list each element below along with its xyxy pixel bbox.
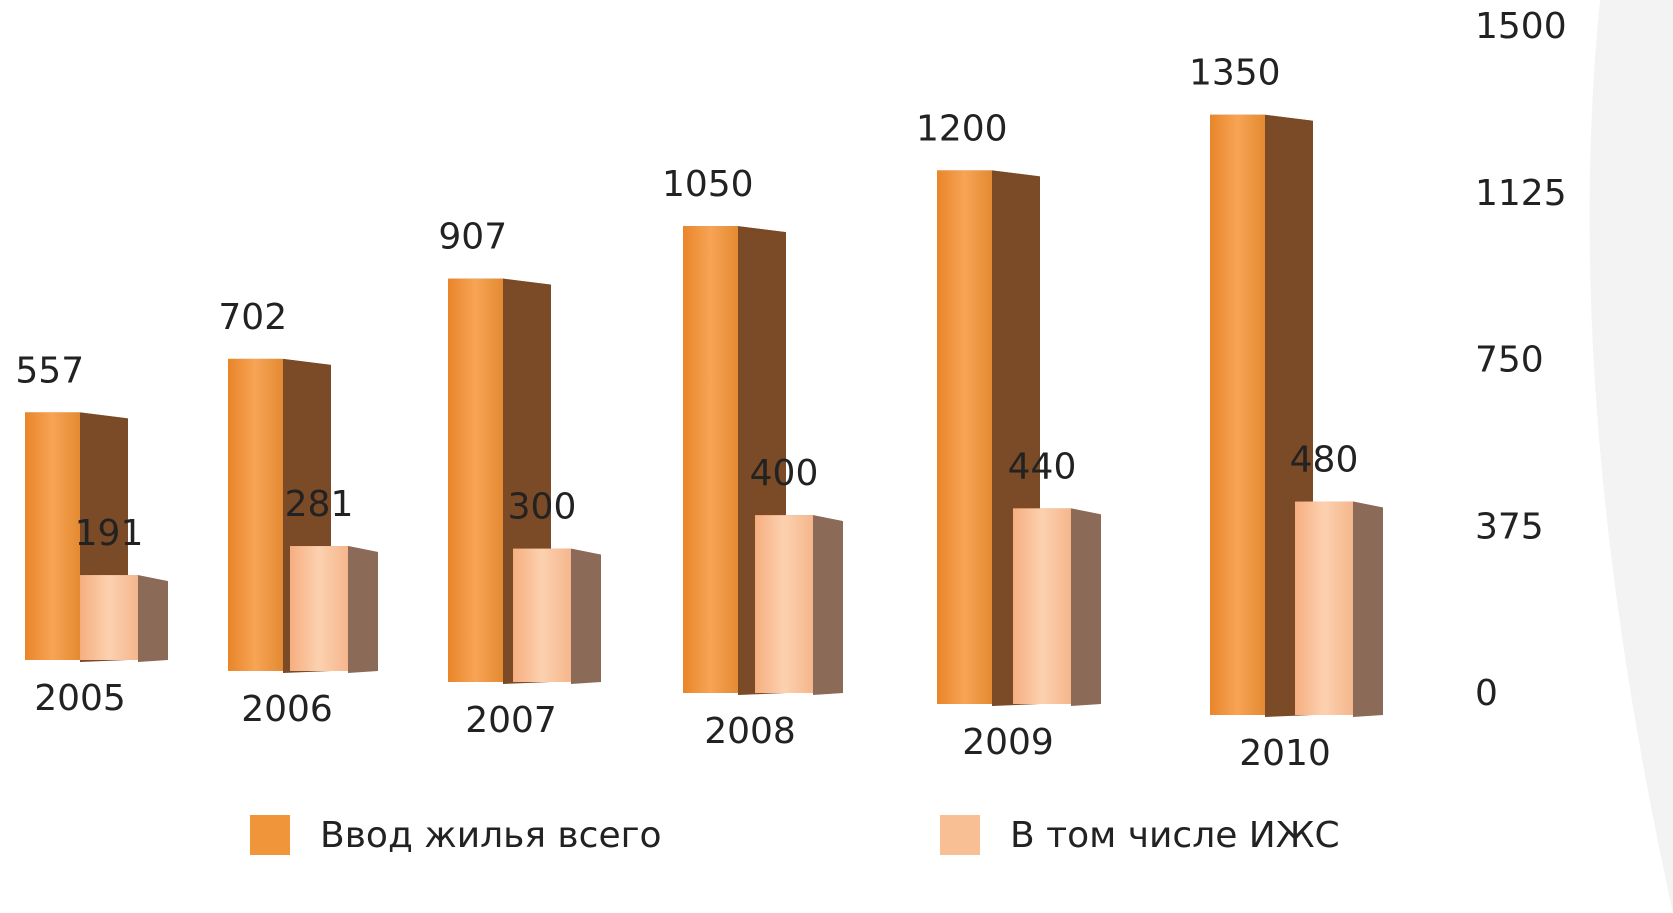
y-tick-label: 0 [1475, 673, 1498, 714]
bar [25, 412, 80, 660]
value-label: 1350 [1189, 53, 1281, 94]
value-label: 440 [1008, 446, 1077, 487]
value-label: 400 [750, 453, 819, 494]
legend-label: Ввод жилья всего [320, 815, 662, 856]
bar-side [571, 548, 601, 684]
bar-side [138, 575, 168, 662]
value-label: 300 [508, 487, 577, 528]
bar-side [348, 546, 378, 673]
x-tick-label: 2008 [704, 711, 796, 752]
x-tick-label: 2009 [962, 722, 1054, 763]
value-label: 281 [285, 484, 354, 525]
background-swoosh [1589, 0, 1673, 913]
value-label: 557 [15, 350, 84, 391]
y-tick-label: 1500 [1475, 6, 1567, 47]
bar-side [1071, 508, 1101, 706]
legend-label: В том числе ИЖС [1010, 815, 1340, 856]
value-label: 480 [1290, 440, 1359, 481]
bar-side [813, 515, 843, 695]
value-label: 1200 [916, 108, 1008, 149]
bar [228, 358, 283, 671]
bar [448, 278, 503, 682]
y-tick-label: 1125 [1475, 173, 1567, 214]
bar-side [1353, 501, 1383, 717]
value-label: 907 [438, 217, 507, 258]
legend-swatch [940, 815, 980, 855]
value-label: 191 [75, 513, 144, 554]
bar [937, 170, 992, 704]
x-tick-label: 2005 [34, 678, 126, 719]
y-tick-label: 375 [1475, 506, 1544, 547]
x-tick-label: 2007 [465, 700, 557, 741]
x-tick-label: 2010 [1239, 733, 1331, 774]
y-tick-label: 750 [1475, 340, 1544, 381]
bar [1295, 501, 1353, 715]
x-tick-label: 2006 [241, 689, 333, 730]
bar [683, 226, 738, 693]
bar [513, 548, 571, 682]
bar [1013, 508, 1071, 704]
bar [290, 546, 348, 671]
bar [755, 515, 813, 693]
legend-swatch [250, 815, 290, 855]
value-label: 702 [218, 297, 287, 338]
bar [1210, 114, 1265, 715]
bar [80, 575, 138, 660]
value-label: 1050 [662, 164, 754, 205]
